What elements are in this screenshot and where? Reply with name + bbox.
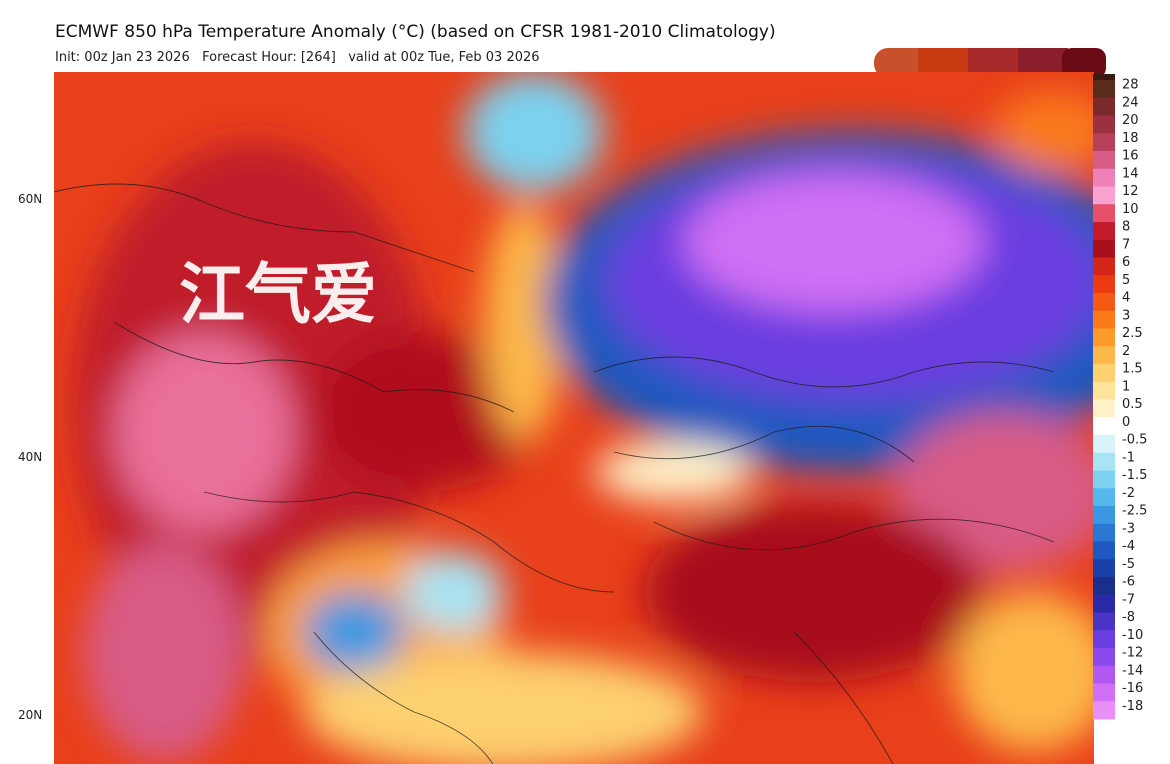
colorbar-swatch bbox=[1093, 381, 1115, 400]
colorbar-swatch bbox=[1093, 452, 1115, 471]
colorbar-label: 0 bbox=[1122, 415, 1130, 430]
colorbar-label: -2.5 bbox=[1122, 504, 1147, 519]
latitude-label: 20N bbox=[18, 708, 43, 722]
colorbar-swatch bbox=[1093, 168, 1115, 187]
colorbar-swatch bbox=[1093, 239, 1115, 258]
colorbar-label: -18 bbox=[1122, 699, 1143, 714]
colorbar-label: 10 bbox=[1122, 202, 1139, 217]
colorbar-label: 2.5 bbox=[1122, 326, 1143, 341]
colorbar-label: -3 bbox=[1122, 521, 1135, 536]
colorbar-swatch bbox=[1093, 683, 1115, 702]
colorbar-top bbox=[1093, 74, 1115, 82]
colorbar-label: -14 bbox=[1122, 663, 1143, 678]
latitude-label: 40N bbox=[18, 450, 43, 464]
colorbar-swatch bbox=[1093, 346, 1115, 365]
colorbar-label: -6 bbox=[1122, 575, 1135, 590]
watermark: 江气爱 bbox=[179, 256, 377, 333]
colorbar-label: 0.5 bbox=[1122, 397, 1143, 412]
colorbar-swatch bbox=[1093, 577, 1115, 596]
colorbar-label: 6 bbox=[1122, 255, 1130, 270]
colorbar-swatch bbox=[1093, 488, 1115, 507]
colorbar-label: -2 bbox=[1122, 486, 1135, 501]
colorbar-swatch bbox=[1093, 559, 1115, 578]
colorbar-label: 1.5 bbox=[1122, 362, 1143, 377]
colorbar-swatch bbox=[1093, 630, 1115, 649]
colorbar-label: -7 bbox=[1122, 592, 1135, 607]
colorbar-label: 24 bbox=[1122, 95, 1139, 110]
colorbar-label: -4 bbox=[1122, 539, 1135, 554]
colorbar-swatch bbox=[1093, 115, 1115, 134]
colorbar-label: 5 bbox=[1122, 273, 1130, 288]
colorbar-label: 8 bbox=[1122, 220, 1130, 235]
colorbar-swatch bbox=[1093, 97, 1115, 116]
colorbar-swatch bbox=[1093, 523, 1115, 542]
colorbar-label: -5 bbox=[1122, 557, 1135, 572]
colorbar-label: -8 bbox=[1122, 610, 1135, 625]
colorbar-swatch bbox=[1093, 665, 1115, 684]
colorbar-label: 12 bbox=[1122, 184, 1139, 199]
colorbar-swatch bbox=[1093, 310, 1115, 329]
colorbar-label: 20 bbox=[1122, 113, 1139, 128]
colorbar-swatch bbox=[1093, 701, 1115, 720]
colorbar-swatch bbox=[1093, 133, 1115, 152]
colorbar-swatch bbox=[1093, 541, 1115, 560]
colorbar-swatch bbox=[1093, 80, 1115, 99]
colorbar-label: 1 bbox=[1122, 379, 1130, 394]
colorbar-label: -16 bbox=[1122, 681, 1143, 696]
colorbar-swatch bbox=[1093, 470, 1115, 489]
colorbar-swatch bbox=[1093, 151, 1115, 170]
colorbar-swatch bbox=[1093, 275, 1115, 294]
colorbar-label: -0.5 bbox=[1122, 433, 1147, 448]
colorbar-swatch bbox=[1093, 204, 1115, 223]
title: ECMWF 850 hPa Temperature Anomaly (°C) (… bbox=[55, 22, 776, 42]
colorbar-label: -1.5 bbox=[1122, 468, 1147, 483]
colorbar-label: 3 bbox=[1122, 308, 1130, 323]
colorbar-label: 28 bbox=[1122, 78, 1139, 93]
colorbar-swatch bbox=[1093, 435, 1115, 454]
colorbar-swatch bbox=[1093, 417, 1115, 436]
map: 江气爱 bbox=[54, 72, 1094, 764]
latitude-label: 60N bbox=[18, 192, 43, 206]
colorbar-swatch bbox=[1093, 506, 1115, 525]
colorbar-label: 14 bbox=[1122, 166, 1139, 181]
colorbar-label: 18 bbox=[1122, 131, 1139, 146]
colorbar-label: 4 bbox=[1122, 291, 1130, 306]
colorbar: 28 24 20 18 16 14 12 10 8 7 6 5 4 3 2.5 2 1.5 1 0.5 0 -0.5 -1… bbox=[1093, 74, 1147, 720]
colorbar-label: 7 bbox=[1122, 237, 1130, 252]
colorbar-label: -10 bbox=[1122, 628, 1143, 643]
subtitle: Init: 00z Jan 23 2026 Forecast Hour: [26… bbox=[55, 50, 540, 65]
colorbar-swatch bbox=[1093, 612, 1115, 631]
colorbar-label: 2 bbox=[1122, 344, 1130, 359]
colorbar-swatch bbox=[1093, 257, 1115, 276]
colorbar-swatch bbox=[1093, 364, 1115, 383]
colorbar-swatch bbox=[1093, 293, 1115, 312]
colorbar-swatch bbox=[1093, 648, 1115, 667]
colorbar-label: -1 bbox=[1122, 450, 1135, 465]
colorbar-label: 16 bbox=[1122, 149, 1139, 164]
colorbar-swatch bbox=[1093, 222, 1115, 241]
colorbar-swatch bbox=[1093, 399, 1115, 418]
colorbar-label: -12 bbox=[1122, 646, 1143, 661]
colorbar-swatch bbox=[1093, 328, 1115, 347]
colorbar-swatch bbox=[1093, 594, 1115, 613]
colorbar-swatch bbox=[1093, 186, 1115, 205]
